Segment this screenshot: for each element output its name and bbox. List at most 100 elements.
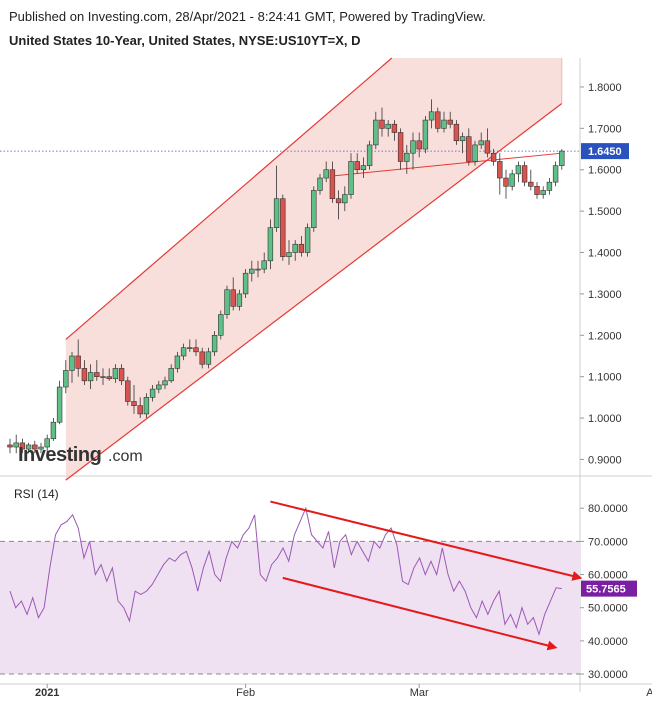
rsi-tick-label: 70.0000 [588,536,628,548]
y-tick-label: 1.5000 [588,206,622,218]
candle [298,243,305,253]
logo-suffix: .com [108,448,143,465]
candle [453,123,460,142]
candle [100,376,106,378]
candle [56,386,63,423]
candle [528,181,534,187]
candle [75,355,81,369]
candle [25,444,32,450]
candle [162,380,168,386]
candle [156,384,162,390]
candle [546,181,553,191]
rsi-tick-label: 50.0000 [588,603,628,615]
candle [224,289,230,315]
rsi-last-badge [581,580,637,597]
last-price-badge [581,143,629,160]
candle [211,334,218,353]
candle [81,368,88,382]
candle [329,169,336,200]
candle [484,140,491,154]
candle [174,355,181,369]
candle [559,150,565,166]
rsi-title: RSI (14) [14,487,59,501]
candle [348,161,354,195]
rsi-upper-arrow [270,500,583,581]
candle [273,198,280,228]
candle [13,442,19,448]
x-tick-label: Feb [236,687,255,699]
candle [255,268,261,271]
trend-line [332,152,562,177]
rsi-tick-label: 80.0000 [588,503,628,515]
chart-title: United States 10-Year, United States, NY… [9,33,361,48]
candle [379,119,385,129]
y-tick-label: 1.4000 [588,248,622,260]
candle [249,268,255,274]
candle [242,272,249,295]
channel-fill [65,58,562,481]
rsi-panel: RSI (14) 80.0000 70.0000 60.0000 50.0000 40.0… [0,487,637,681]
candle [428,111,435,121]
candle [317,177,323,191]
candle [118,368,125,382]
candle [459,136,466,142]
candle [19,442,26,450]
candle [422,119,429,150]
candle [503,177,509,187]
candle [397,132,404,162]
rsi-line [9,506,562,636]
y-tick-label: 1.3000 [588,289,622,301]
candle [187,347,193,350]
y-tick-label: 1.0000 [588,413,622,425]
candle [447,119,453,125]
published-caption: Published on Investing.com, 28/Apr/2021 … [9,9,486,24]
candle [385,123,391,129]
candle [391,123,398,133]
candle [168,368,174,382]
candle [69,355,75,371]
y-tick-label: 1.2000 [588,330,622,342]
candle [354,161,360,171]
channel-upper-line [65,57,393,340]
candle [137,405,143,415]
x-axis: 2021 Feb Mar Apr [0,683,652,699]
candle [125,380,131,402]
candle [7,444,13,448]
candle [521,165,528,183]
candle [112,368,119,380]
candle [435,111,441,129]
candle [360,165,367,171]
candle [199,351,205,365]
candle [50,421,57,440]
candle [218,314,224,336]
candle [143,397,150,415]
rsi-tick-label: 30.0000 [588,669,628,681]
candle [32,444,38,450]
rsi-lower-arrow [282,576,558,651]
candle [193,347,199,353]
candle [534,185,540,195]
candle [416,140,422,150]
candle [497,161,503,179]
candle [410,140,416,154]
candle [323,169,329,179]
candle [515,165,522,175]
y-tick-label: 1.7000 [588,123,622,135]
x-tick-label: 2021 [35,687,59,699]
candle [236,293,243,307]
candle [311,190,317,228]
candle [304,227,311,253]
candle [478,140,484,146]
candle [292,243,298,253]
candle [472,144,478,162]
y-tick-label: 1.1000 [588,372,622,384]
channel-lower-line [65,103,563,481]
candle [267,227,274,262]
rsi-last-value: 55.7565 [586,584,626,596]
rsi-tick-label: 40.0000 [588,636,628,648]
candle [44,438,50,448]
logo-text: Investing [18,444,101,466]
candle [366,144,373,166]
candle [106,376,112,380]
